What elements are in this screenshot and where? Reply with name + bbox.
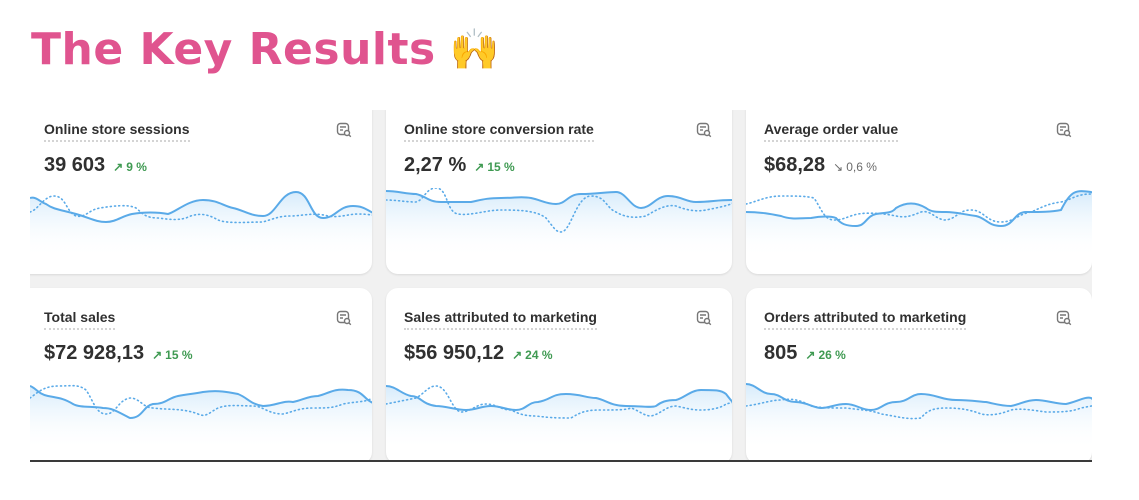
metric-value-row: 39 603 ↗ 9 % [44, 154, 147, 177]
report-search-icon[interactable] [696, 310, 712, 326]
report-search-icon[interactable] [1056, 310, 1072, 326]
metrics-grid: Online store sessions 39 603 ↗ 9 % Online… [30, 110, 1092, 462]
metric-delta: ↗ 15 % [474, 160, 514, 174]
metric-card-average-order-value[interactable]: Average order value $68,28 ↘ 0,6 % [746, 110, 1092, 274]
title-text: The Key Results [31, 24, 436, 75]
arrow-down-right-icon: ↘ [833, 160, 844, 174]
metric-value: 39 603 [44, 154, 106, 176]
delta-value: 9 % [126, 160, 147, 174]
delta-value: 26 % [818, 348, 846, 362]
metric-delta: ↗ 24 % [512, 348, 552, 362]
delta-value: 24 % [525, 348, 553, 362]
metric-value: 2,27 % [404, 154, 467, 176]
arrow-up-right-icon: ↗ [805, 348, 816, 362]
metric-value-row: 805 ↗ 26 % [764, 342, 846, 365]
metric-card-orders-attributed-to-marketing[interactable]: Orders attributed to marketing 805 ↗ 26 % [746, 288, 1092, 462]
sparkline-chart [30, 190, 372, 258]
metric-delta: ↗ 9 % [113, 160, 147, 174]
raising-hands-icon: 🙌 [449, 27, 501, 73]
report-search-icon[interactable] [696, 122, 712, 138]
metric-card-sales-attributed-to-marketing[interactable]: Sales attributed to marketing $56 950,12… [386, 288, 732, 462]
metric-value-row: 2,27 % ↗ 15 % [404, 154, 515, 177]
report-search-icon[interactable] [1056, 122, 1072, 138]
sparkline-chart [386, 385, 732, 450]
metric-title[interactable]: Online store sessions [44, 121, 190, 142]
arrow-up-right-icon: ↗ [113, 160, 124, 174]
report-search-icon[interactable] [336, 310, 352, 326]
delta-value: 15 % [487, 160, 515, 174]
metric-value-row: $68,28 ↘ 0,6 % [764, 154, 877, 177]
sparkline-chart [746, 190, 1092, 258]
delta-value: 0,6 % [846, 160, 877, 174]
metric-delta: ↗ 26 % [805, 348, 845, 362]
divider [30, 460, 1092, 462]
metric-value-row: $56 950,12 ↗ 24 % [404, 342, 553, 365]
page-title: The Key Results 🙌 [31, 22, 500, 78]
metric-card-online-store-sessions[interactable]: Online store sessions 39 603 ↗ 9 % [30, 110, 372, 274]
arrow-up-right-icon: ↗ [474, 160, 485, 174]
metric-value: 805 [764, 342, 798, 364]
metric-value-row: $72 928,13 ↗ 15 % [44, 342, 193, 365]
sparkline-chart [30, 384, 372, 450]
metric-title[interactable]: Total sales [44, 309, 116, 330]
metric-card-total-sales[interactable]: Total sales $72 928,13 ↗ 15 % [30, 288, 372, 462]
metric-title[interactable]: Online store conversion rate [404, 121, 594, 142]
metric-card-online-store-conversion-rate[interactable]: Online store conversion rate 2,27 % ↗ 15 … [386, 110, 732, 274]
metric-delta: ↗ 15 % [152, 348, 192, 362]
arrow-up-right-icon: ↗ [152, 348, 163, 362]
metric-title[interactable]: Average order value [764, 121, 899, 142]
sparkline-chart [386, 188, 732, 258]
metric-value: $72 928,13 [44, 342, 145, 364]
metric-title[interactable]: Sales attributed to marketing [404, 309, 597, 330]
metric-value: $68,28 [764, 154, 826, 176]
metric-delta: ↘ 0,6 % [833, 160, 877, 174]
delta-value: 15 % [165, 348, 193, 362]
sparkline-chart [746, 383, 1092, 450]
arrow-up-right-icon: ↗ [512, 348, 523, 362]
metric-title[interactable]: Orders attributed to marketing [764, 309, 967, 330]
metric-value: $56 950,12 [404, 342, 505, 364]
report-search-icon[interactable] [336, 122, 352, 138]
